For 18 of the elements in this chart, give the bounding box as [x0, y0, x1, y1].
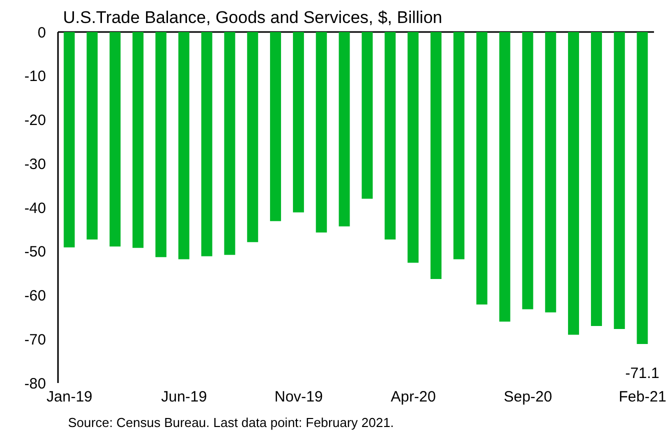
- y-tick-label: -80: [24, 375, 46, 392]
- x-tick-label: Nov-19: [274, 388, 323, 406]
- y-tick-label: -30: [24, 156, 46, 173]
- x-tick-label: Sep-20: [504, 388, 552, 406]
- chart-title: U.S.Trade Balance, Goods and Services, $, Billion: [63, 8, 442, 28]
- y-tick-label: -50: [24, 244, 46, 261]
- x-tick-label: Jun-19: [161, 388, 208, 406]
- y-tick-label: -10: [24, 68, 46, 86]
- x-tick-label: Feb-21: [618, 388, 666, 406]
- x-tick-label: Jan-19: [46, 388, 92, 406]
- data-label: -71.1: [625, 364, 660, 382]
- y-tick-label: -20: [24, 112, 46, 130]
- y-tick-label: -70: [24, 331, 46, 348]
- y-tick-label: -40: [24, 200, 46, 217]
- y-tick-label: 0: [38, 24, 46, 42]
- y-tick-label: -60: [24, 288, 46, 305]
- x-tick-label: Apr-20: [390, 388, 436, 406]
- source-note: Source: Census Bureau. Last data point: February 2021.: [68, 415, 394, 430]
